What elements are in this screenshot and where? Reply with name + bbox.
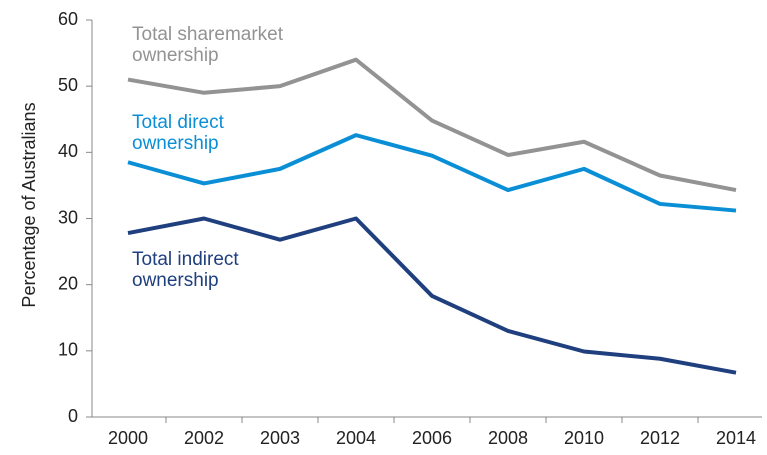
series-line [127,57,737,193]
x-tick-label: 2006 [412,428,452,448]
x-tick-label: 2010 [564,428,604,448]
x-tick-label: 2002 [184,428,224,448]
x-tick-label: 2008 [488,428,528,448]
x-tick-label: 2004 [336,428,376,448]
x-tick-label: 2003 [260,428,300,448]
y-tick-label: 40 [58,141,78,161]
series-label: Total direct ownership [132,112,224,154]
y-tick-label: 0 [68,406,78,426]
x-tick-label: 2000 [108,428,148,448]
x-tick-label: 2012 [640,428,680,448]
y-axis-label: Percentage of Australians [19,102,39,307]
y-tick-label: 20 [58,273,78,293]
y-tick-label: 10 [58,340,78,360]
y-tick-label: 50 [58,75,78,95]
series-label: Total indirect ownership [132,249,239,291]
y-tick-label: 60 [58,9,78,29]
series-label: Total sharemarket ownership [132,24,284,66]
y-tick-label: 30 [58,207,78,227]
series-line [127,133,737,213]
x-tick-label: 2014 [716,428,756,448]
series-line [127,216,737,375]
